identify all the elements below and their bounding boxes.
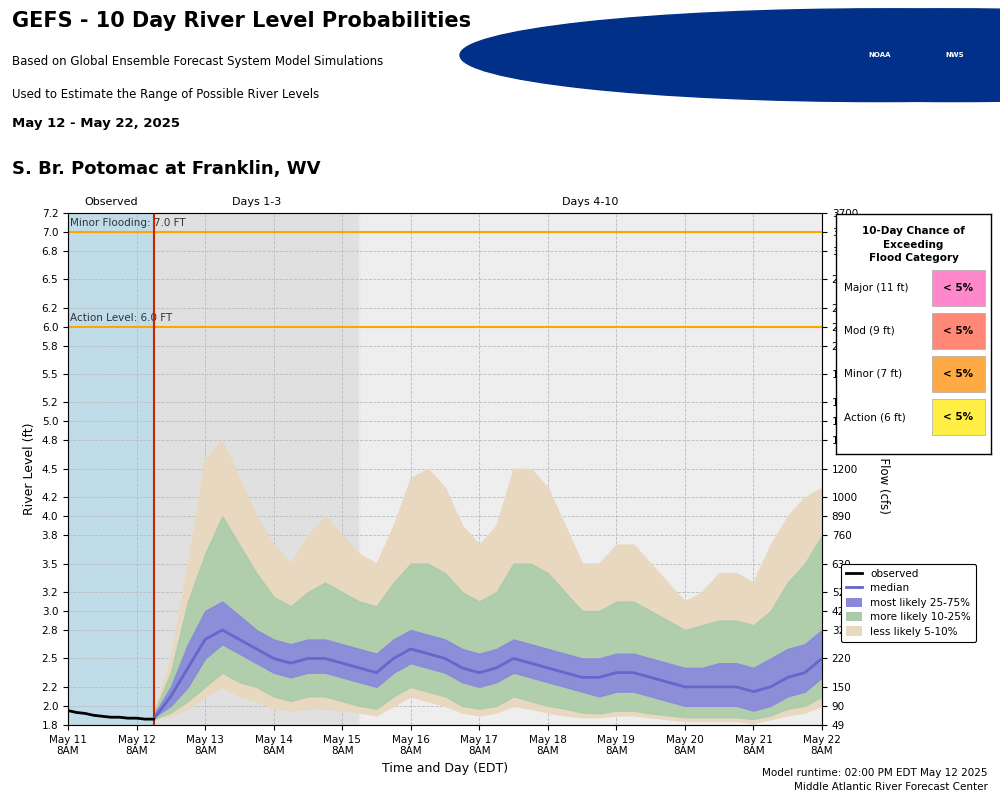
Bar <box>154 213 359 725</box>
Circle shape <box>460 9 1000 102</box>
Bar <box>932 270 985 306</box>
Bar <box>932 313 985 349</box>
Text: Days 4-10: Days 4-10 <box>562 197 619 206</box>
Text: Observed: Observed <box>84 197 138 206</box>
Circle shape <box>535 9 1000 102</box>
Y-axis label: River Flow (cfs): River Flow (cfs) <box>877 423 890 514</box>
Text: NWS: NWS <box>946 52 964 58</box>
Legend: observed, median, most likely 25-75%, more likely 10-25%, less likely 5-10%: observed, median, most likely 25-75%, mo… <box>841 564 976 642</box>
Text: Days 1-3: Days 1-3 <box>232 197 281 206</box>
Bar <box>932 399 985 435</box>
Text: Action (6 ft): Action (6 ft) <box>844 412 906 422</box>
Text: May 12 - May 22, 2025: May 12 - May 22, 2025 <box>12 117 180 130</box>
Text: Major (11 ft): Major (11 ft) <box>844 282 908 293</box>
Bar <box>932 356 985 392</box>
Text: < 5%: < 5% <box>943 369 974 379</box>
Text: Mod (9 ft): Mod (9 ft) <box>844 326 895 336</box>
Text: 10-Day Chance of
Exceeding
Flood Category: 10-Day Chance of Exceeding Flood Categor… <box>862 226 965 262</box>
Text: Minor (7 ft): Minor (7 ft) <box>844 369 902 379</box>
Text: Minor Flooding: 7.0 FT: Minor Flooding: 7.0 FT <box>70 218 185 228</box>
Text: < 5%: < 5% <box>943 282 974 293</box>
Text: Middle Atlantic River Forecast Center: Middle Atlantic River Forecast Center <box>794 782 988 792</box>
Text: Based on Global Ensemble Forecast System Model Simulations: Based on Global Ensemble Forecast System… <box>12 55 383 68</box>
X-axis label: Time and Day (EDT): Time and Day (EDT) <box>382 762 508 774</box>
Bar <box>68 213 154 725</box>
Text: < 5%: < 5% <box>943 326 974 336</box>
Text: Model runtime: 02:00 PM EDT May 12 2025: Model runtime: 02:00 PM EDT May 12 2025 <box>763 768 988 778</box>
Y-axis label: River Level (ft): River Level (ft) <box>23 422 36 515</box>
Text: Action Level: 6.0 FT: Action Level: 6.0 FT <box>70 313 172 322</box>
Text: NOAA: NOAA <box>869 52 891 58</box>
Text: Used to Estimate the Range of Possible River Levels: Used to Estimate the Range of Possible R… <box>12 88 319 102</box>
Text: S. Br. Potomac at Franklin, WV: S. Br. Potomac at Franklin, WV <box>12 159 321 178</box>
Bar <box>359 213 822 725</box>
Text: GEFS - 10 Day River Level Probabilities: GEFS - 10 Day River Level Probabilities <box>12 11 471 31</box>
Text: < 5%: < 5% <box>943 412 974 422</box>
